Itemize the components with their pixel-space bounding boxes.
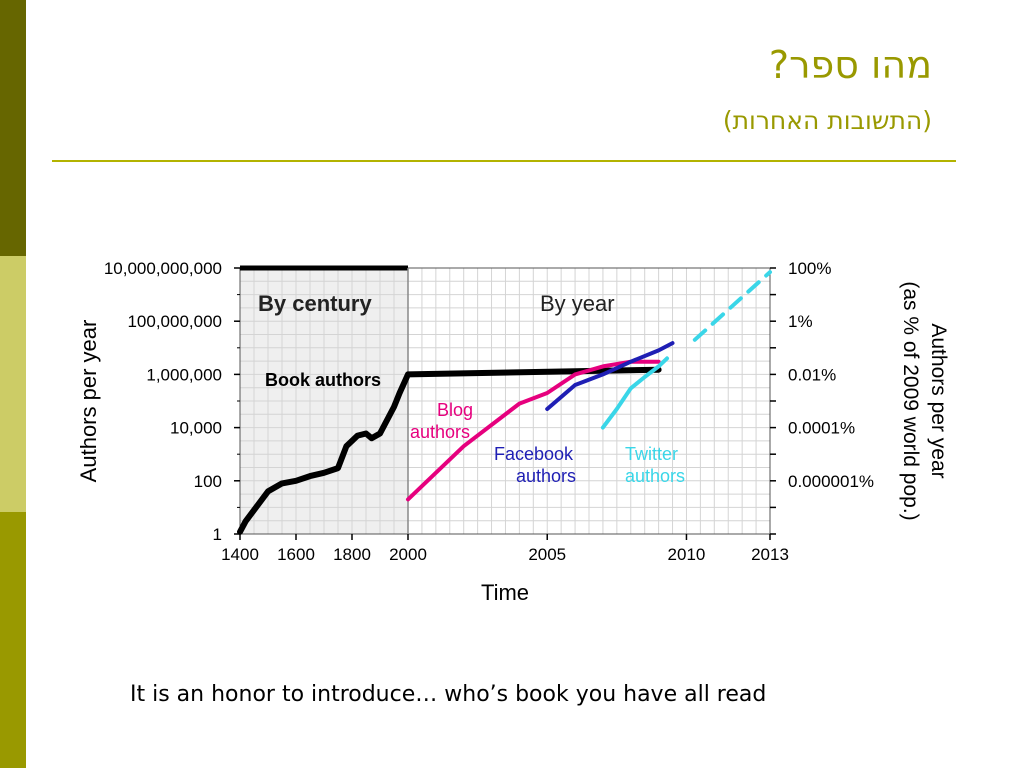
x-axis-label: Time (481, 580, 529, 605)
annotation-twitter-line1: Twitter (625, 444, 678, 464)
y2-tick-label: 1% (788, 312, 813, 331)
annotation-book-authors: Book authors (265, 370, 381, 390)
annotation-blog-line1: Blog (437, 400, 473, 420)
annotation-facebook-line1: Facebook (494, 444, 574, 464)
sidebar-band-mid (0, 512, 26, 768)
x-tick-label: 2013 (751, 545, 789, 564)
series-line-twitter-authors (600, 356, 669, 430)
y-tick-label: 1,000,000 (146, 365, 222, 384)
y-tick-label: 1 (213, 525, 222, 544)
series-line-twitter-projection (692, 270, 772, 342)
y2-tick-label: 0.000001% (788, 472, 874, 491)
panel-label-century: By century (258, 291, 372, 316)
annotation-facebook-line2: authors (516, 466, 576, 486)
sidebar-decoration (0, 0, 26, 768)
sidebar-band-light (0, 256, 26, 512)
x-tick-label: 1600 (277, 545, 315, 564)
slide-title: מהו ספר? (768, 43, 932, 87)
annotation-twitter-line2: authors (625, 466, 685, 486)
y2-axis-label-line2: (as % of 2009 world pop.) (899, 281, 922, 520)
y-tick-label: 100,000,000 (127, 312, 222, 331)
x-tick-label: 2000 (389, 545, 427, 564)
series-line-facebook-authors (545, 341, 675, 411)
x-tick-label: 2010 (668, 545, 706, 564)
x-tick-label: 1400 (221, 545, 259, 564)
sidebar-band-dark (0, 0, 26, 256)
y2-axis-label-line1: Authors per year (927, 323, 950, 478)
annotation-blog-line2: authors (410, 422, 470, 442)
x-tick-label: 2005 (528, 545, 566, 564)
y2-tick-label: 0.0001% (788, 419, 855, 438)
series-line-book-authors (237, 366, 662, 535)
title-divider (52, 160, 956, 162)
chart-svg: 10,000,000,000 100,000,000 1,000,000 10,000… (76, 259, 950, 605)
slide-subtitle: (התשובות האחרות) (722, 106, 932, 135)
chart: 10,000,000,000 100,000,000 1,000,000 10,000… (60, 240, 960, 620)
y-tick-label: 100 (194, 472, 222, 491)
panel-label-year: By year (540, 291, 615, 316)
slide-caption: It is an honor to introduce… who’s book … (130, 682, 767, 707)
y2-tick-label: 100% (788, 259, 831, 278)
y-tick-label: 10,000 (170, 419, 222, 438)
y2-tick-label: 0.01% (788, 365, 836, 384)
x-tick-label: 1800 (333, 545, 371, 564)
y-tick-label: 10,000,000,000 (104, 259, 222, 278)
y-axis-label: Authors per year (76, 320, 101, 483)
